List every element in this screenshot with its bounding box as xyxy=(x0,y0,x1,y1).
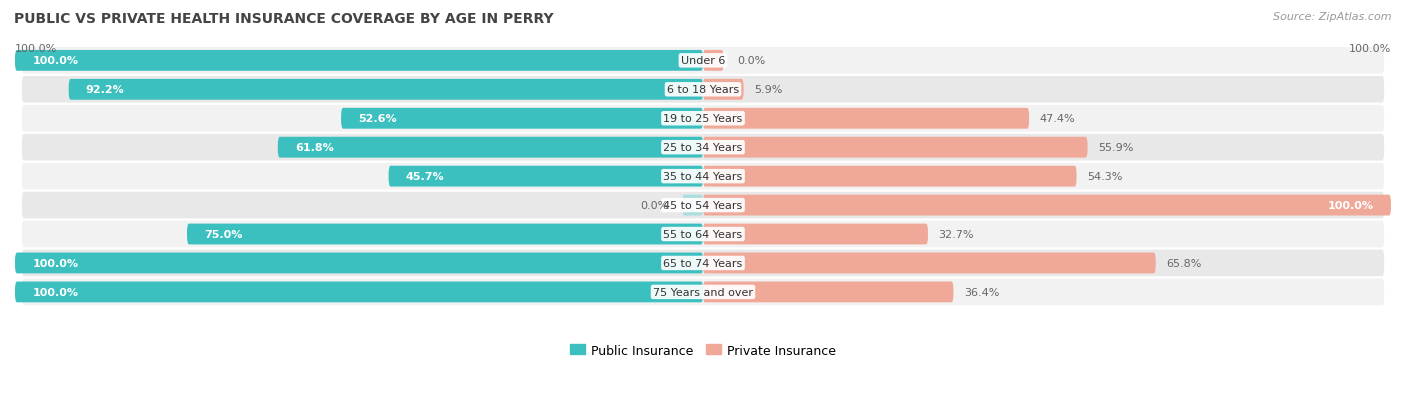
Text: 92.2%: 92.2% xyxy=(86,85,125,95)
Text: 75.0%: 75.0% xyxy=(204,230,243,240)
Text: 19 to 25 Years: 19 to 25 Years xyxy=(664,114,742,124)
FancyBboxPatch shape xyxy=(69,80,703,100)
FancyBboxPatch shape xyxy=(388,166,703,187)
FancyBboxPatch shape xyxy=(187,224,703,245)
Text: 54.3%: 54.3% xyxy=(1087,172,1122,182)
FancyBboxPatch shape xyxy=(703,51,724,71)
FancyBboxPatch shape xyxy=(703,224,928,245)
Text: 35 to 44 Years: 35 to 44 Years xyxy=(664,172,742,182)
FancyBboxPatch shape xyxy=(703,80,744,100)
Text: 52.6%: 52.6% xyxy=(359,114,396,124)
Text: 100.0%: 100.0% xyxy=(32,259,79,268)
Text: 55 to 64 Years: 55 to 64 Years xyxy=(664,230,742,240)
Text: 100.0%: 100.0% xyxy=(32,287,79,297)
FancyBboxPatch shape xyxy=(22,192,1384,219)
FancyBboxPatch shape xyxy=(22,48,1384,74)
Text: 55.9%: 55.9% xyxy=(1098,143,1133,153)
FancyBboxPatch shape xyxy=(22,279,1384,306)
Text: 45 to 54 Years: 45 to 54 Years xyxy=(664,201,742,211)
FancyBboxPatch shape xyxy=(15,282,703,303)
FancyBboxPatch shape xyxy=(703,253,1156,274)
FancyBboxPatch shape xyxy=(22,135,1384,161)
Text: 0.0%: 0.0% xyxy=(737,56,766,66)
FancyBboxPatch shape xyxy=(703,138,1088,158)
Text: 100.0%: 100.0% xyxy=(15,44,58,54)
Text: 65 to 74 Years: 65 to 74 Years xyxy=(664,259,742,268)
Text: 100.0%: 100.0% xyxy=(32,56,79,66)
Text: 5.9%: 5.9% xyxy=(754,85,782,95)
Text: 47.4%: 47.4% xyxy=(1039,114,1076,124)
Text: 45.7%: 45.7% xyxy=(406,172,444,182)
Text: Under 6: Under 6 xyxy=(681,56,725,66)
Text: PUBLIC VS PRIVATE HEALTH INSURANCE COVERAGE BY AGE IN PERRY: PUBLIC VS PRIVATE HEALTH INSURANCE COVER… xyxy=(14,12,554,26)
Text: 65.8%: 65.8% xyxy=(1166,259,1201,268)
Text: 32.7%: 32.7% xyxy=(938,230,974,240)
Text: 6 to 18 Years: 6 to 18 Years xyxy=(666,85,740,95)
Text: 61.8%: 61.8% xyxy=(295,143,333,153)
Text: 0.0%: 0.0% xyxy=(640,201,669,211)
FancyBboxPatch shape xyxy=(15,51,703,71)
FancyBboxPatch shape xyxy=(703,109,1029,129)
FancyBboxPatch shape xyxy=(682,195,703,216)
FancyBboxPatch shape xyxy=(22,77,1384,103)
FancyBboxPatch shape xyxy=(703,166,1077,187)
FancyBboxPatch shape xyxy=(342,109,703,129)
FancyBboxPatch shape xyxy=(703,195,1391,216)
Text: Source: ZipAtlas.com: Source: ZipAtlas.com xyxy=(1274,12,1392,22)
Text: 36.4%: 36.4% xyxy=(963,287,1000,297)
FancyBboxPatch shape xyxy=(22,164,1384,190)
Text: 25 to 34 Years: 25 to 34 Years xyxy=(664,143,742,153)
FancyBboxPatch shape xyxy=(15,253,703,274)
Legend: Public Insurance, Private Insurance: Public Insurance, Private Insurance xyxy=(565,339,841,362)
FancyBboxPatch shape xyxy=(22,221,1384,248)
Text: 100.0%: 100.0% xyxy=(1327,201,1374,211)
Text: 75 Years and over: 75 Years and over xyxy=(652,287,754,297)
FancyBboxPatch shape xyxy=(22,250,1384,277)
Text: 100.0%: 100.0% xyxy=(1348,44,1391,54)
FancyBboxPatch shape xyxy=(703,282,953,303)
FancyBboxPatch shape xyxy=(278,138,703,158)
FancyBboxPatch shape xyxy=(22,106,1384,132)
